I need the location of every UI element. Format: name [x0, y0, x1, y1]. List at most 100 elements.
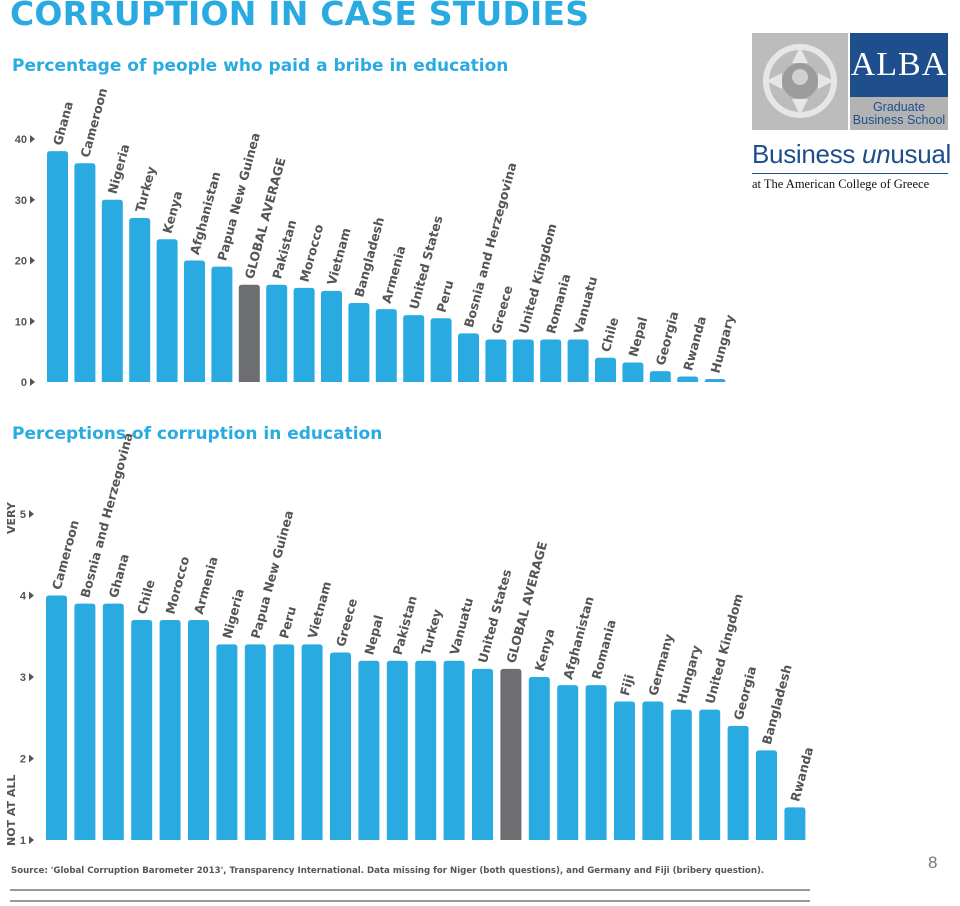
bar-morocco	[159, 619, 181, 840]
bar-armenia	[188, 619, 209, 840]
bar-united-kingdom	[699, 709, 721, 840]
bar-chile	[131, 619, 153, 840]
bar-greece	[485, 339, 507, 382]
alba-logo: ALBA Graduate Business School Business u…	[752, 33, 951, 192]
logo-school-line2: Business School	[852, 112, 946, 127]
bar-label-turkey: Turkey	[418, 607, 445, 656]
bar-label-rwanda: Rwanda	[787, 745, 816, 803]
logo-school-line1: Graduate	[872, 99, 926, 114]
bar-papua-new-guinea	[244, 644, 266, 840]
bar-vietnam	[301, 644, 323, 840]
bar-afghanistan	[557, 685, 579, 840]
bar-label-hungary: Hungary	[674, 644, 704, 706]
bar-label-germany: Germany	[645, 632, 676, 697]
bar-label-greece: Greece	[333, 597, 360, 648]
bar-hungary	[704, 378, 726, 382]
logo-college-text: at The American College of Greece	[752, 177, 930, 191]
y-tick-label: 10	[15, 316, 27, 328]
slide-title: CORRUPTION IN CASE STUDIES	[10, 0, 590, 33]
bar-greece	[330, 652, 351, 840]
bar-fiji	[614, 701, 635, 840]
logo-alba-text: ALBA	[850, 33, 948, 97]
logo-school-text: Graduate Business School	[850, 97, 948, 130]
bar-peru	[273, 644, 295, 840]
bar-label-pakistan: Pakistan	[390, 594, 420, 656]
bar-nepal	[358, 660, 380, 840]
bar-papua-new-guinea	[211, 266, 233, 382]
bar-vanuatu	[567, 339, 589, 382]
bar-cameroon	[74, 163, 96, 382]
y-tick-label: 4	[20, 591, 27, 603]
perception-chart-title: Perceptions of corruption in education	[12, 424, 383, 444]
bar-peru	[430, 318, 452, 382]
source-note: Source: 'Global Corruption Barometer 201…	[11, 866, 765, 876]
y-tick-label: 0	[21, 377, 27, 389]
bar-label-fiji: Fiji	[617, 673, 637, 698]
y-tick-label: 3	[20, 672, 26, 684]
y-tick-label: 2	[20, 754, 26, 766]
y-tick-arrow	[30, 195, 35, 204]
bar-global-average	[500, 668, 522, 840]
bar-united-states	[472, 668, 493, 840]
y-tick-label: 40	[15, 134, 27, 146]
bar-label-armenia: Armenia	[191, 555, 221, 616]
bar-bangladesh	[348, 303, 370, 382]
bar-morocco	[293, 287, 315, 382]
bar-label-georgia: Georgia	[731, 665, 760, 722]
bribe-chart-title: Percentage of people who paid a bribe in…	[12, 56, 509, 76]
bar-germany	[642, 701, 664, 840]
bar-label-nepal: Nepal	[361, 613, 386, 656]
bar-turkey	[129, 217, 151, 382]
bar-georgia	[727, 725, 749, 840]
bar-label-chile: Chile	[134, 578, 158, 616]
bar-ghana	[102, 603, 124, 840]
bar-bosnia-and-herzegovina	[458, 333, 479, 382]
bar-romania	[540, 339, 562, 382]
logo-tagline-plain: Business	[752, 139, 863, 169]
bar-label-peru: Peru	[276, 605, 299, 640]
y-axis-top-label: VERY	[5, 501, 18, 534]
bar-bosnia-and-herzegovina	[74, 603, 96, 840]
bar-hungary	[670, 709, 692, 840]
bar-chile	[595, 357, 616, 382]
logo-tagline-italic: un	[862, 139, 891, 169]
y-tick-label: 20	[15, 256, 27, 268]
bar-label-morocco: Morocco	[163, 554, 193, 615]
bar-pakistan	[266, 284, 288, 382]
y-tick-arrow	[29, 836, 34, 844]
emblem-icon	[752, 33, 848, 130]
bar-vietnam	[321, 290, 342, 382]
y-axis-bottom-label: NOT AT ALL	[5, 775, 18, 846]
page-number: 8	[928, 853, 938, 872]
bar-label-kenya: Kenya	[532, 627, 558, 673]
bar-cameroon	[46, 595, 67, 840]
bar-rwanda	[784, 807, 806, 840]
y-tick-arrow	[29, 673, 34, 681]
bar-armenia	[375, 309, 397, 382]
bar-ghana	[47, 151, 68, 382]
bar-label-nigeria: Nigeria	[219, 587, 247, 640]
y-tick-label: 30	[15, 195, 27, 207]
y-tick-label: 1	[20, 835, 26, 847]
bar-label-bangladesh: Bangladesh	[759, 663, 795, 746]
bar-label-romania: Romania	[589, 618, 619, 681]
bar-label-ghana: Ghana	[106, 552, 132, 599]
bar-kenya	[156, 239, 178, 382]
logo-tagline: Business unusual	[752, 139, 951, 170]
footer-divider	[10, 889, 810, 891]
bar-united-kingdom	[512, 339, 534, 382]
bar-united-states	[403, 315, 425, 382]
footer-divider-2	[10, 900, 810, 902]
bar-georgia	[649, 371, 671, 382]
y-tick-arrow	[29, 754, 34, 763]
bar-rwanda	[677, 376, 699, 382]
bar-nepal	[622, 362, 644, 382]
bar-label-cameroon: Cameroon	[49, 518, 82, 591]
bar-pakistan	[386, 660, 408, 840]
bar-afghanistan	[184, 260, 205, 382]
bar-label-vietnam: Vietnam	[305, 580, 335, 640]
y-tick-arrow	[30, 256, 35, 265]
bar-romania	[585, 685, 607, 840]
